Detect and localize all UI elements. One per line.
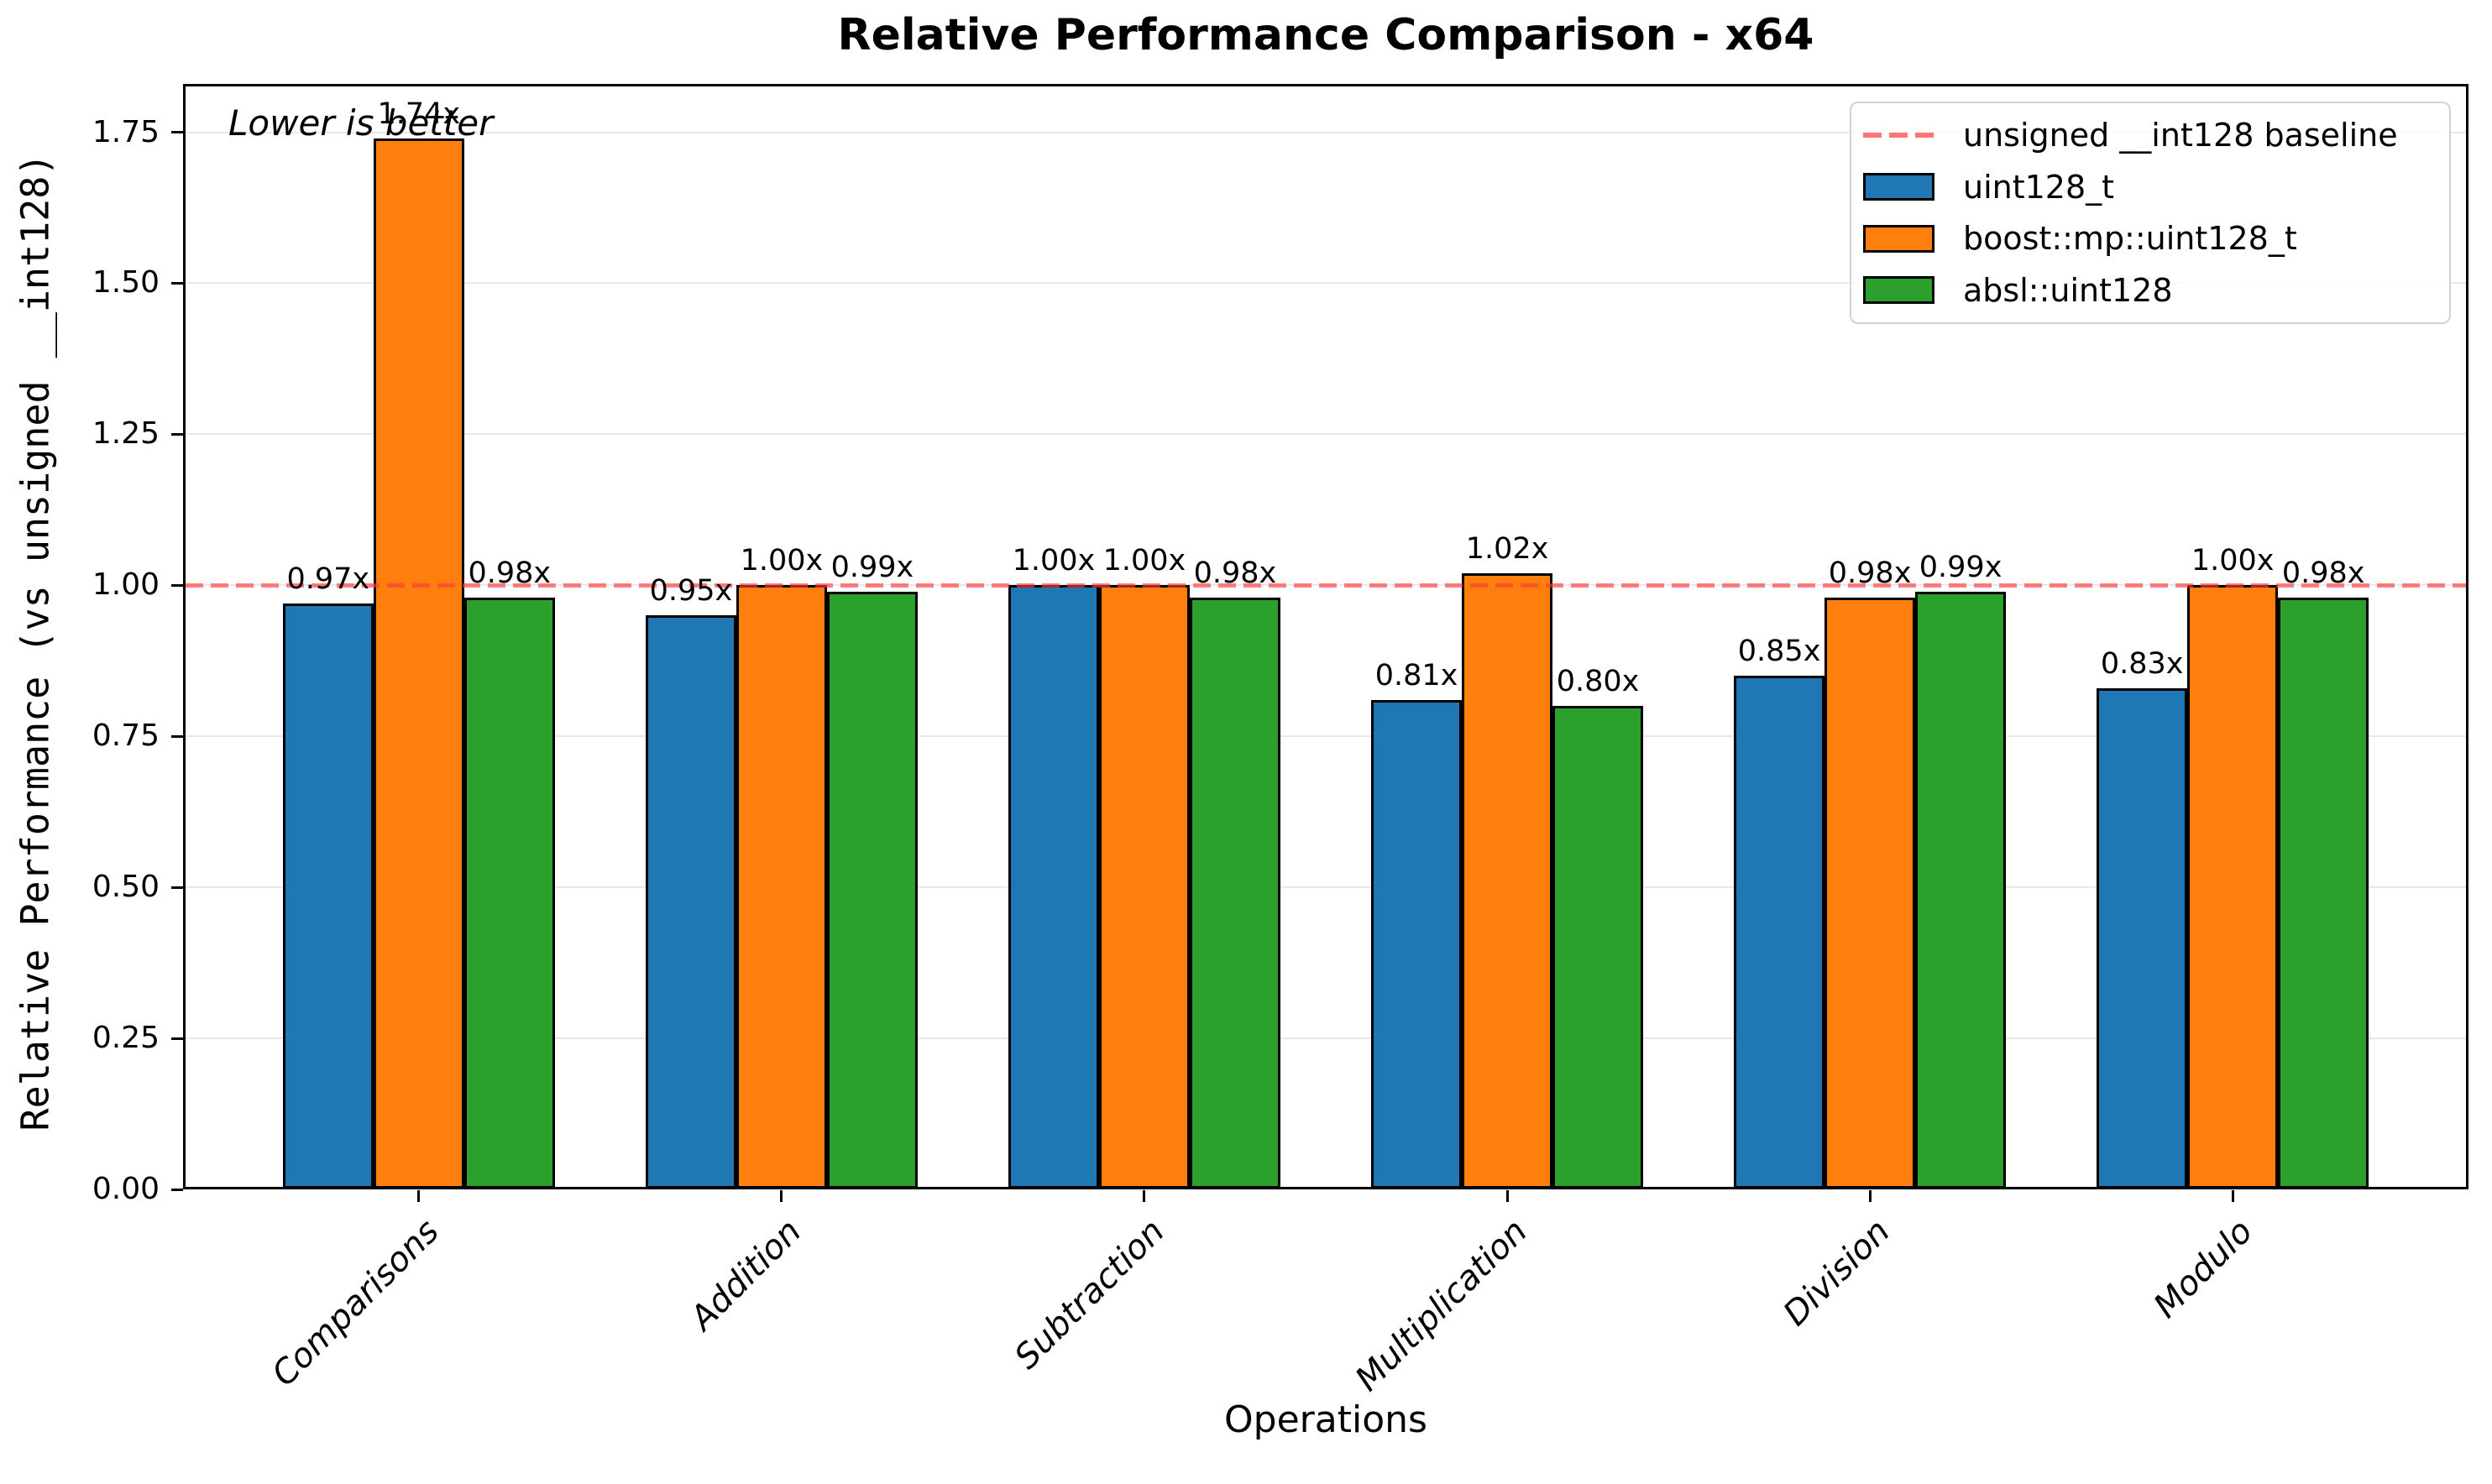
bar-label-boost-mp-uint128-t-comparisons: 1.74x xyxy=(377,97,461,131)
bar-label-uint128-t-division: 0.85x xyxy=(1737,635,1821,669)
bar-boost-mp-uint128-t-addition xyxy=(736,585,827,1189)
bar-label-absl-uint128-division: 0.99x xyxy=(1919,550,2002,584)
x-tick-label-subtraction: Subtraction xyxy=(1007,1212,1172,1377)
legend-marker-absl-uint128 xyxy=(1863,276,1934,305)
legend-label-absl-uint128: absl::uint128 xyxy=(1963,271,2173,309)
bar-uint128-t-division xyxy=(1734,676,1825,1189)
y-tick xyxy=(171,432,183,436)
legend-entry-baseline: unsigned __int128 baseline xyxy=(1863,116,2449,154)
x-tick-label-multiplication: Multiplication xyxy=(1348,1212,1535,1399)
bar-boost-mp-uint128-t-division xyxy=(1824,597,1916,1189)
gridline xyxy=(186,735,2466,738)
lower-is-better-annotation: Lower is better xyxy=(228,102,494,144)
y-tick xyxy=(171,131,183,134)
y-tick-label: 1.50 xyxy=(92,265,160,300)
x-tick-label-addition: Addition xyxy=(683,1212,809,1338)
legend-label-uint128-t: uint128_t xyxy=(1963,168,2115,206)
bar-absl-uint128-comparisons xyxy=(463,597,555,1189)
baseline-dash-icon xyxy=(1863,133,1934,138)
x-tick xyxy=(1868,1190,1872,1202)
bar-label-boost-mp-uint128-t-division: 0.98x xyxy=(1828,556,1912,590)
legend-label-baseline: unsigned __int128 baseline xyxy=(1963,117,2398,154)
legend-marker-uint128-t xyxy=(1863,173,1934,201)
legend-swatch-uint128-t xyxy=(1863,173,1934,201)
bar-label-uint128-t-comparisons: 0.97x xyxy=(286,562,370,596)
baseline-line xyxy=(186,583,2466,588)
legend-swatch-boost-mp-uint128-t xyxy=(1863,224,1934,253)
gridline xyxy=(186,886,2466,889)
bar-label-uint128-t-subtraction: 1.00x xyxy=(1012,544,1096,578)
x-tick xyxy=(1143,1190,1146,1202)
y-tick-label: 1.00 xyxy=(92,567,160,603)
bar-label-absl-uint128-comparisons: 0.98x xyxy=(468,556,552,590)
y-tick-label: 0.25 xyxy=(92,1021,160,1056)
y-tick xyxy=(171,281,183,285)
bar-uint128-t-subtraction xyxy=(1008,585,1099,1189)
x-tick xyxy=(417,1190,421,1202)
gridline xyxy=(186,131,2466,133)
x-tick xyxy=(2231,1190,2234,1202)
x-tick xyxy=(780,1190,783,1202)
bar-uint128-t-multiplication xyxy=(1371,700,1463,1189)
y-tick-label: 0.75 xyxy=(92,718,160,754)
bar-absl-uint128-addition xyxy=(826,591,918,1189)
bar-label-uint128-t-modulo: 0.83x xyxy=(2100,646,2184,681)
bar-label-boost-mp-uint128-t-multiplication: 1.02x xyxy=(1465,531,1549,566)
bar-absl-uint128-multiplication xyxy=(1552,706,1644,1189)
legend-swatch-absl-uint128 xyxy=(1863,276,1934,305)
legend-label-boost-mp-uint128-t: boost::mp::uint128_t xyxy=(1963,220,2297,258)
x-axis-label: Operations xyxy=(1224,1398,1427,1441)
legend-marker-boost-mp-uint128-t xyxy=(1863,224,1934,253)
x-tick xyxy=(1505,1190,1509,1202)
y-tick-label: 0.00 xyxy=(92,1172,160,1206)
legend-entry-boost-mp-uint128-t: boost::mp::uint128_t xyxy=(1863,219,2449,258)
y-tick xyxy=(171,583,183,587)
gridline xyxy=(186,1037,2466,1040)
bar-label-uint128-t-multiplication: 0.81x xyxy=(1374,659,1458,693)
bar-label-absl-uint128-subtraction: 0.98x xyxy=(1193,556,1277,590)
bar-label-absl-uint128-addition: 0.99x xyxy=(830,550,914,584)
bar-label-boost-mp-uint128-t-subtraction: 1.00x xyxy=(1102,544,1186,578)
bar-label-absl-uint128-multiplication: 0.80x xyxy=(1556,665,1640,699)
y-axis-label: Relative Performance (vs unsigned __int1… xyxy=(13,153,58,1131)
bar-label-absl-uint128-modulo: 0.98x xyxy=(2281,556,2365,590)
y-tick-label: 0.50 xyxy=(92,870,160,905)
bar-absl-uint128-modulo xyxy=(2278,597,2369,1189)
bar-label-boost-mp-uint128-t-modulo: 1.00x xyxy=(2191,544,2275,578)
bar-boost-mp-uint128-t-subtraction xyxy=(1098,585,1190,1189)
x-tick-label-modulo: Modulo xyxy=(2146,1212,2260,1326)
bar-uint128-t-addition xyxy=(645,615,736,1189)
bar-absl-uint128-subtraction xyxy=(1189,597,1280,1189)
chart-title: Relative Performance Comparison - x64 xyxy=(837,10,1814,60)
legend-entry-uint128-t: uint128_t xyxy=(1863,168,2449,206)
bar-uint128-t-modulo xyxy=(2097,687,2188,1189)
bar-uint128-t-comparisons xyxy=(282,603,374,1189)
y-tick xyxy=(171,734,183,738)
bar-boost-mp-uint128-t-modulo xyxy=(2187,585,2279,1189)
bar-absl-uint128-division xyxy=(1915,591,2007,1189)
y-tick-label: 1.25 xyxy=(92,416,160,452)
y-tick xyxy=(171,1037,183,1040)
x-tick-label-division: Division xyxy=(1776,1212,1898,1334)
y-tick xyxy=(171,1188,183,1191)
bar-boost-mp-uint128-t-multiplication xyxy=(1462,572,1553,1189)
x-tick-label-comparisons: Comparisons xyxy=(264,1212,447,1394)
legend-entry-absl-uint128: absl::uint128 xyxy=(1863,271,2449,310)
bar-boost-mp-uint128-t-comparisons xyxy=(373,138,464,1189)
bar-label-boost-mp-uint128-t-addition: 1.00x xyxy=(740,544,824,578)
bar-label-uint128-t-addition: 0.95x xyxy=(649,574,733,609)
gridline xyxy=(186,282,2466,285)
legend-marker-baseline xyxy=(1863,133,1934,138)
gridline xyxy=(186,433,2466,436)
y-tick xyxy=(171,886,183,889)
y-tick-label: 1.75 xyxy=(92,114,160,149)
